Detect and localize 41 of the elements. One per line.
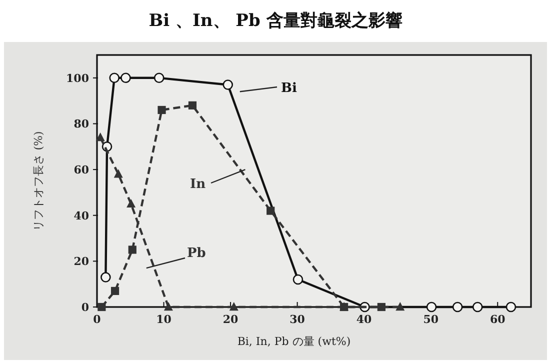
point <box>120 72 131 84</box>
x-tick-label: 0 <box>93 313 102 326</box>
point <box>128 246 136 254</box>
point <box>154 72 164 84</box>
point <box>472 302 483 312</box>
point <box>114 169 123 178</box>
point <box>126 198 136 208</box>
point <box>222 80 234 90</box>
point <box>109 72 120 84</box>
y-tick-label: 80 <box>74 118 90 131</box>
point <box>100 272 111 282</box>
point <box>506 302 516 312</box>
point <box>110 286 120 296</box>
y-axis-title: リフトオフ長さ (%) <box>32 131 45 231</box>
y-tick-label: 60 <box>74 164 90 177</box>
text: In <box>190 177 206 192</box>
point <box>292 274 304 285</box>
point <box>452 302 463 312</box>
y-tick-label: 40 <box>74 209 90 222</box>
y-tick-label: 100 <box>66 72 90 85</box>
x-tick-label: 60 <box>490 313 506 326</box>
point <box>396 302 405 311</box>
x-tick-label: 40 <box>356 313 372 326</box>
y-tick-label: 0 <box>81 301 90 314</box>
point <box>426 302 437 312</box>
chart-title: Bi 、In、 Pb 含量對龜裂之影響 <box>148 11 402 31</box>
x-tick-label: 20 <box>222 313 239 326</box>
point <box>188 101 197 110</box>
point <box>229 302 238 311</box>
point <box>164 302 173 311</box>
point <box>96 132 105 142</box>
point <box>266 206 275 215</box>
x-tick-label: 50 <box>423 313 439 326</box>
point <box>98 302 106 312</box>
x-tick-label: 10 <box>156 313 172 326</box>
x-tick-label: 30 <box>290 313 306 326</box>
point <box>158 106 166 114</box>
y-tick-label: 20 <box>74 255 90 268</box>
text: Pb <box>187 246 206 261</box>
x-axis-title: Bi, In, Pb の量 (wt%) <box>237 335 351 348</box>
text: Bi <box>281 81 297 96</box>
